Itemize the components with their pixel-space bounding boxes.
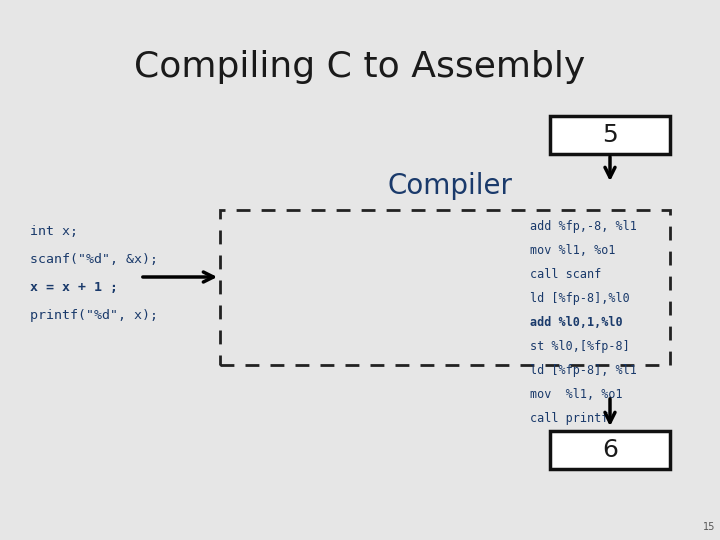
Text: ld [%fp-8],%l0: ld [%fp-8],%l0: [530, 292, 630, 305]
Text: int x;: int x;: [30, 225, 78, 238]
Text: ld [%fp-8], %l1: ld [%fp-8], %l1: [530, 364, 637, 377]
Text: call printf: call printf: [530, 412, 608, 425]
Text: mov  %l1, %o1: mov %l1, %o1: [530, 388, 623, 401]
Text: x = x + 1 ;: x = x + 1 ;: [30, 281, 118, 294]
Bar: [220, 210, 670, 365]
Text: 15: 15: [703, 522, 715, 532]
Text: mov %l1, %o1: mov %l1, %o1: [530, 244, 616, 257]
Text: printf("%d", x);: printf("%d", x);: [30, 309, 158, 322]
Text: 5: 5: [602, 123, 618, 147]
Text: scanf("%d", &x);: scanf("%d", &x);: [30, 253, 158, 266]
Bar: [550, 431, 670, 469]
Text: add %l0,1,%l0: add %l0,1,%l0: [530, 316, 623, 329]
Text: call scanf: call scanf: [530, 268, 601, 281]
Text: Compiler: Compiler: [387, 172, 513, 200]
Text: add %fp,-8, %l1: add %fp,-8, %l1: [530, 220, 637, 233]
Text: 6: 6: [602, 438, 618, 462]
Text: Compiling C to Assembly: Compiling C to Assembly: [135, 50, 585, 84]
Bar: [550, 116, 670, 154]
Text: st %l0,[%fp-8]: st %l0,[%fp-8]: [530, 340, 630, 353]
